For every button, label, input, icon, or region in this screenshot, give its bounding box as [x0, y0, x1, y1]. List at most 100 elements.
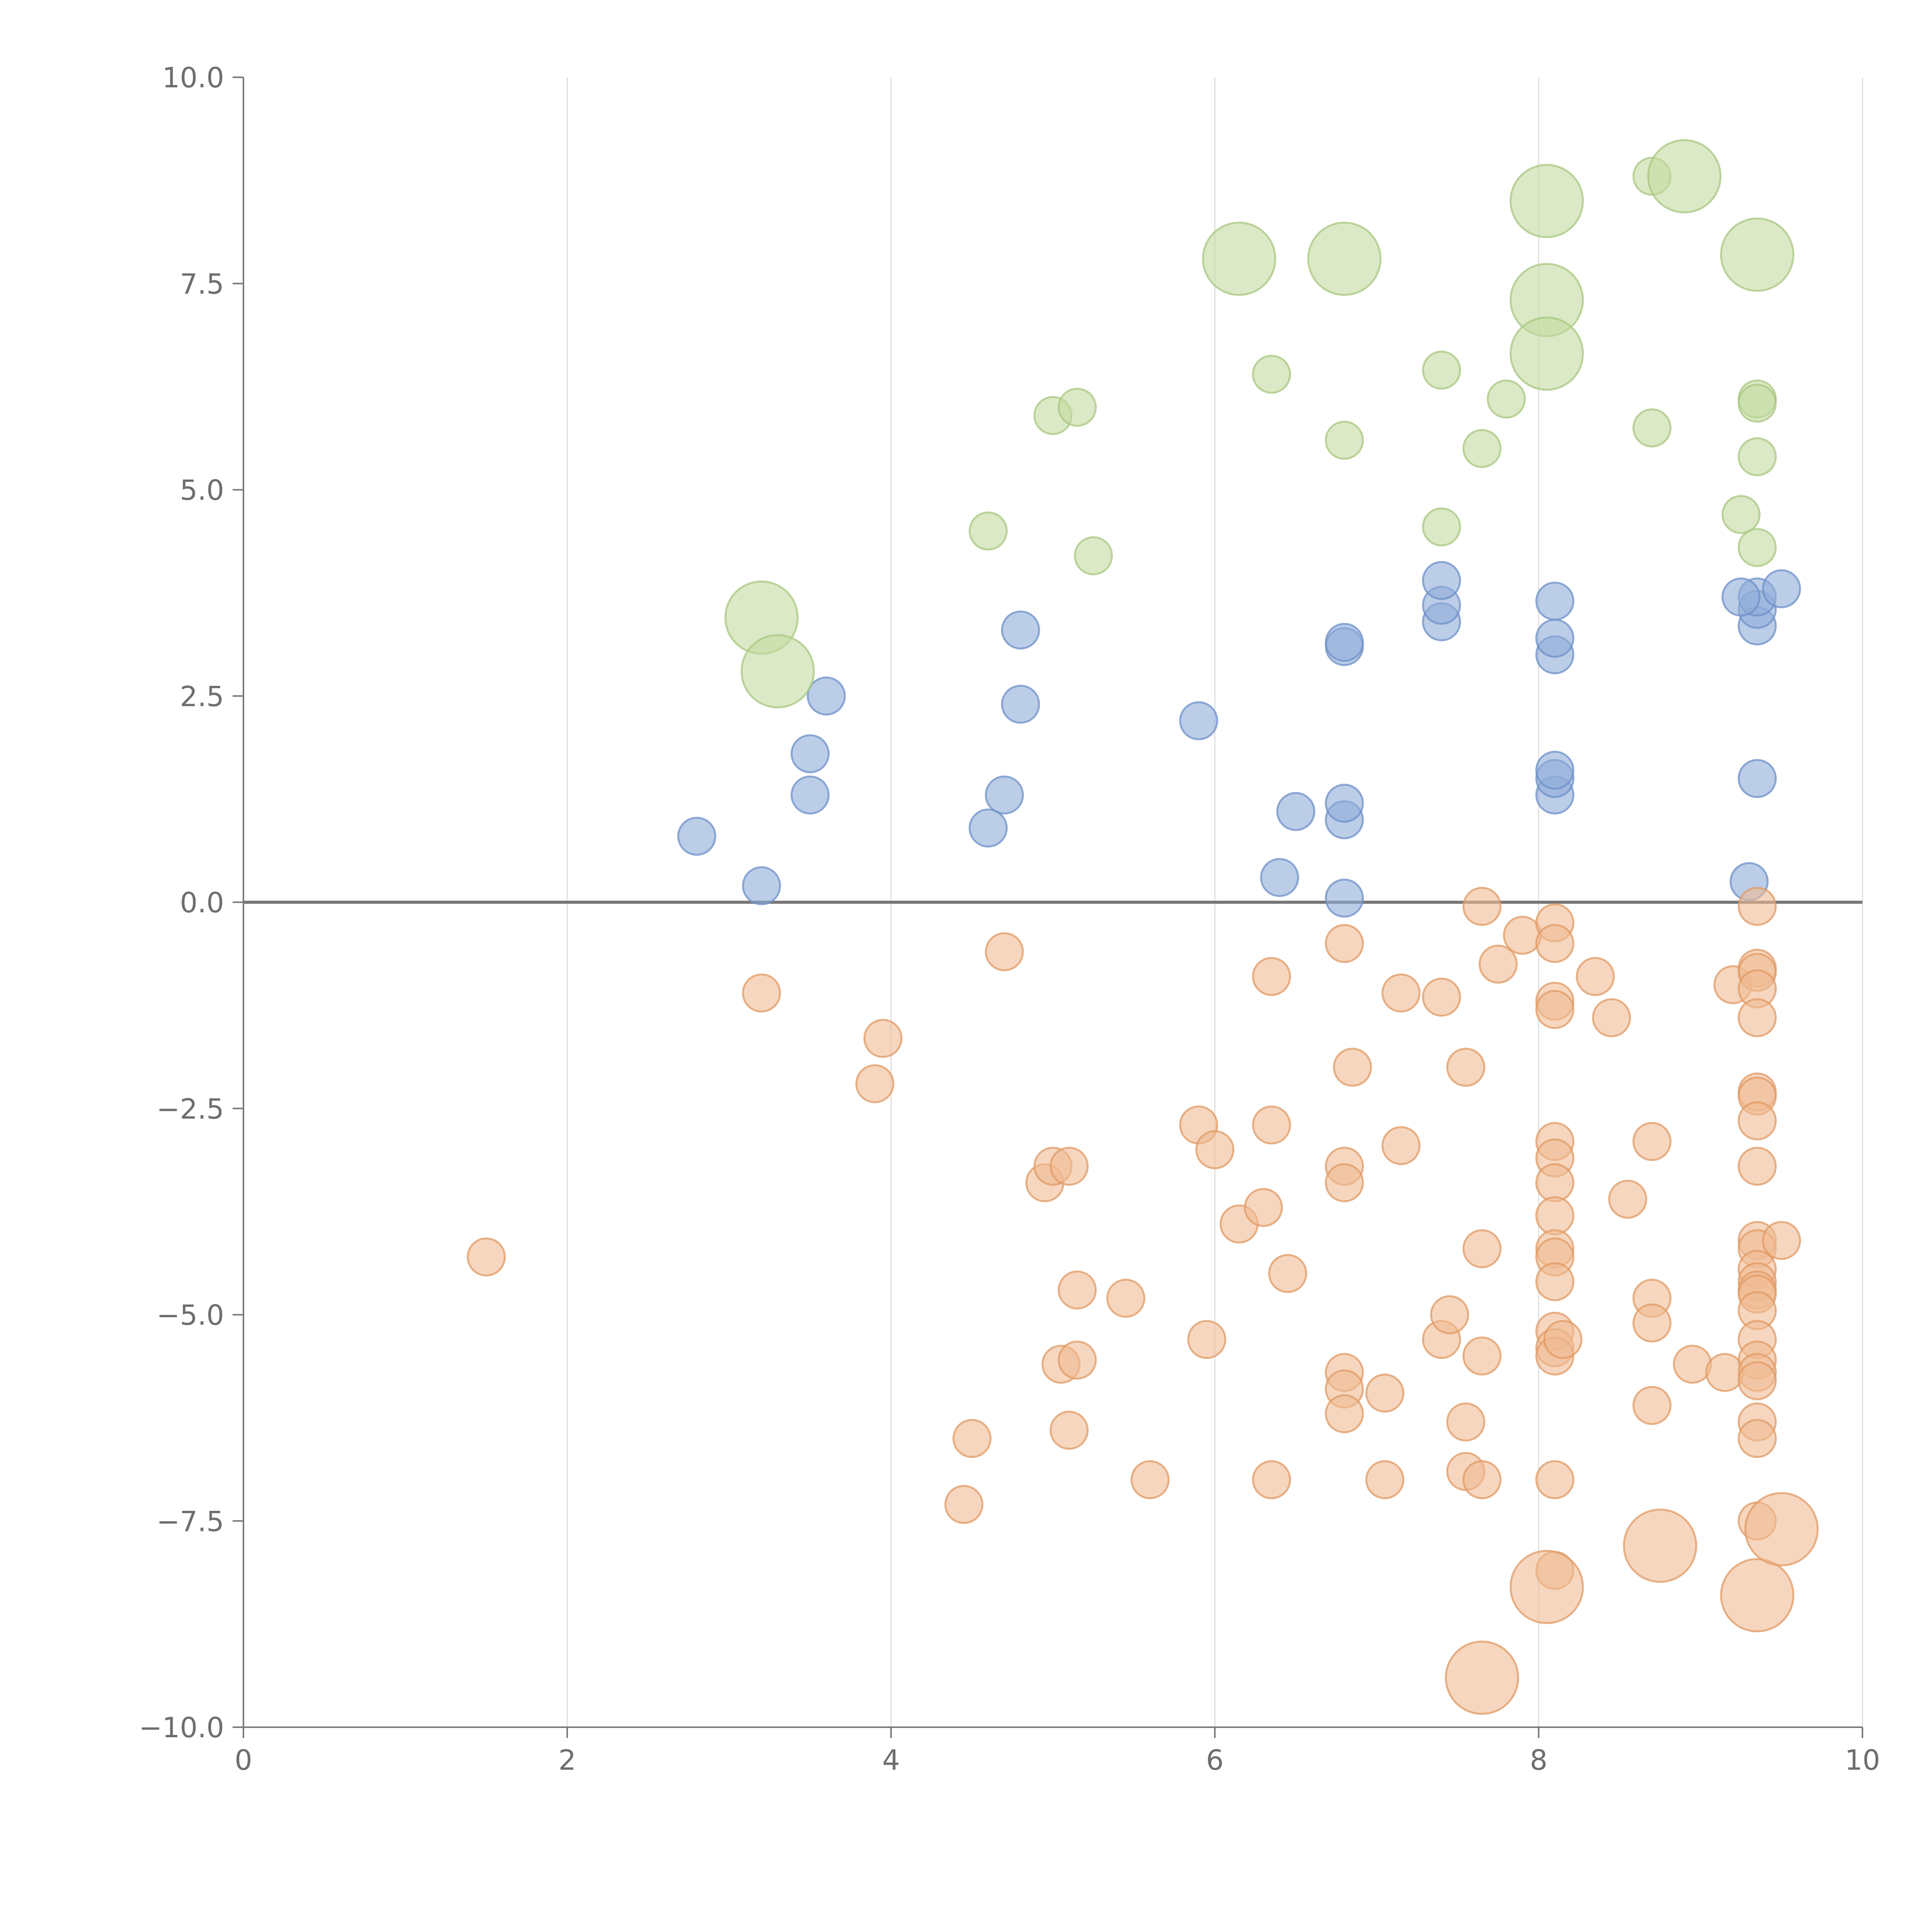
point-orange-59: [1535, 1262, 1575, 1301]
point-blue-8: [1001, 610, 1040, 650]
point-orange-15: [1130, 1460, 1170, 1499]
point-blue-12: [1325, 878, 1364, 918]
y-tick-label-6: −5.0: [156, 1299, 224, 1332]
y-tick-label-7: −7.5: [156, 1505, 224, 1537]
point-orange-45: [1462, 1460, 1502, 1499]
point-orange-1: [742, 973, 781, 1013]
point-blue-19: [1422, 561, 1461, 600]
point-orange-101: [1720, 1558, 1794, 1633]
point-orange-99: [1738, 1419, 1777, 1458]
axes: [233, 77, 1863, 1738]
point-orange-24: [1268, 1254, 1308, 1293]
point-orange-38: [1430, 1295, 1469, 1334]
point-green-8: [1307, 221, 1382, 296]
point-blue-5: [968, 808, 1008, 848]
point-orange-25: [1325, 924, 1364, 963]
y-tick-label-5: −2.5: [156, 1093, 224, 1125]
point-orange-47: [1478, 944, 1518, 984]
point-orange-63: [1543, 1320, 1583, 1359]
point-orange-0: [467, 1237, 506, 1277]
point-orange-46: [1445, 1640, 1519, 1715]
point-orange-34: [1381, 973, 1421, 1013]
point-blue-2: [791, 775, 830, 815]
point-orange-36: [1422, 978, 1461, 1017]
point-orange-44: [1462, 1336, 1502, 1376]
point-blue-32: [1762, 569, 1801, 609]
y-tick-label-2: 5.0: [180, 474, 224, 507]
point-blue-14: [1325, 784, 1364, 823]
point-green-25: [1738, 528, 1777, 567]
point-orange-5: [952, 1419, 992, 1458]
point-blue-7: [1001, 685, 1040, 724]
point-orange-39: [1446, 1402, 1485, 1442]
point-green-2: [968, 511, 1008, 551]
point-orange-64: [1535, 1460, 1575, 1499]
point-orange-33: [1365, 1460, 1405, 1499]
point-green-7: [1252, 355, 1291, 394]
point-orange-72: [1632, 1303, 1672, 1343]
point-orange-97: [1738, 1361, 1777, 1400]
point-orange-27: [1325, 1163, 1364, 1202]
point-orange-74: [1623, 1509, 1697, 1583]
point-orange-68: [1592, 998, 1631, 1037]
point-orange-86: [1738, 1146, 1777, 1186]
point-orange-3: [863, 1019, 903, 1058]
point-orange-31: [1333, 1048, 1372, 1087]
point-orange-17: [1195, 1130, 1235, 1169]
tick-labels: 0 2 4 6 8 10 10.0 7.5 5.0 2.5 0.0 −2.5 −5.0 −7.5 −10.0: [139, 61, 1880, 1776]
data-points: [467, 139, 1819, 1715]
point-blue-25: [1535, 582, 1575, 621]
y-tick-label-4: 0.0: [180, 886, 224, 919]
x-tick-label-5: 10: [1845, 1744, 1880, 1776]
point-green-20: [1720, 217, 1794, 292]
point-green-18: [1647, 139, 1722, 214]
point-orange-4: [944, 1485, 984, 1524]
point-blue-1: [742, 866, 781, 905]
point-orange-50: [1535, 924, 1575, 963]
point-green-11: [1422, 507, 1461, 547]
point-orange-22: [1252, 1105, 1291, 1145]
x-tick-label-3: 6: [1206, 1744, 1224, 1776]
point-orange-55: [1535, 1163, 1575, 1202]
point-orange-32: [1365, 1373, 1405, 1413]
point-orange-82: [1738, 998, 1777, 1037]
point-orange-43: [1462, 1229, 1502, 1269]
point-orange-75: [1673, 1345, 1712, 1384]
point-orange-42: [1462, 887, 1502, 926]
point-orange-21: [1252, 957, 1291, 996]
point-green-9: [1325, 420, 1364, 460]
point-orange-23: [1252, 1460, 1291, 1499]
x-tick-label-0: 0: [235, 1744, 252, 1776]
point-blue-22: [1535, 750, 1575, 790]
point-orange-12: [1058, 1270, 1097, 1310]
point-blue-3: [791, 734, 830, 774]
point-orange-73: [1632, 1386, 1672, 1425]
point-orange-13: [1058, 1340, 1097, 1380]
point-orange-66: [1509, 1549, 1584, 1624]
point-orange-78: [1738, 887, 1777, 926]
point-orange-102: [1762, 1221, 1801, 1260]
point-orange-70: [1632, 1122, 1672, 1161]
x-tick-label-4: 8: [1530, 1744, 1548, 1776]
point-orange-20: [1244, 1188, 1283, 1227]
point-green-13: [1486, 379, 1526, 419]
point-green-23: [1738, 437, 1777, 476]
point-green-12: [1462, 429, 1502, 468]
y-tick-label-8: −10.0: [139, 1711, 224, 1744]
point-blue-31: [1721, 577, 1761, 617]
y-tick-label-1: 7.5: [180, 268, 224, 300]
point-green-14: [1509, 164, 1584, 238]
point-blue-10: [1260, 858, 1299, 897]
point-green-6: [1202, 221, 1276, 296]
point-orange-69: [1608, 1180, 1647, 1219]
point-blue-24: [1535, 619, 1575, 658]
point-blue-11: [1276, 792, 1315, 831]
point-green-4: [1058, 388, 1097, 427]
point-orange-18: [1187, 1320, 1226, 1359]
point-orange-103: [1744, 1492, 1819, 1566]
point-orange-30: [1325, 1394, 1364, 1434]
point-blue-4: [806, 676, 846, 716]
point-green-22: [1738, 383, 1777, 423]
point-green-10: [1422, 350, 1461, 390]
point-green-1: [740, 634, 815, 709]
